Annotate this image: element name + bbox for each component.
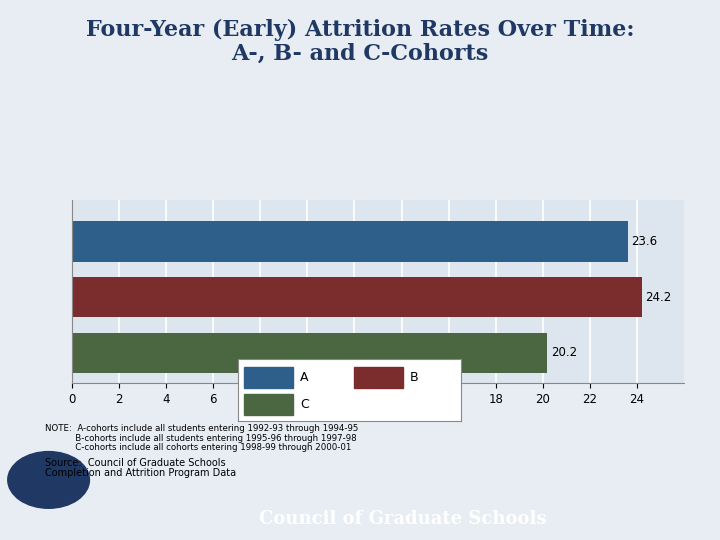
Text: Four-Year (Early) Attrition Rates Over Time:: Four-Year (Early) Attrition Rates Over T… [86, 19, 634, 41]
Bar [72, 277, 642, 317]
Text: A: A [300, 371, 309, 384]
Text: 24.2: 24.2 [645, 291, 672, 303]
X-axis label: Attrition Rate: Attrition Rate [327, 411, 429, 424]
Text: NOTE:  A-cohorts include all students entering 1992-93 through 1994-95: NOTE: A-cohorts include all students ent… [45, 424, 358, 433]
Text: Source:  Council of Graduate Schools: Source: Council of Graduate Schools [45, 458, 225, 468]
Text: C: C [300, 398, 309, 411]
Text: 20.2: 20.2 [551, 346, 577, 359]
Text: B-cohorts include all students entering 1995-96 through 1997-98: B-cohorts include all students entering … [45, 434, 356, 443]
Circle shape [8, 451, 89, 508]
Bar [354, 367, 402, 388]
Text: C-cohorts include all cohorts entering 1998-99 through 2000-01: C-cohorts include all cohorts entering 1… [45, 443, 351, 453]
Bar [72, 333, 547, 373]
Bar [244, 367, 294, 388]
Bar [244, 394, 294, 415]
Text: 23.6: 23.6 [631, 235, 657, 248]
Text: A-, B- and C-Cohorts: A-, B- and C-Cohorts [231, 43, 489, 65]
Text: Completion and Attrition Program Data: Completion and Attrition Program Data [45, 468, 235, 478]
Text: Council of Graduate Schools: Council of Graduate Schools [259, 510, 547, 528]
Text: B: B [410, 371, 418, 384]
Bar [72, 221, 628, 261]
